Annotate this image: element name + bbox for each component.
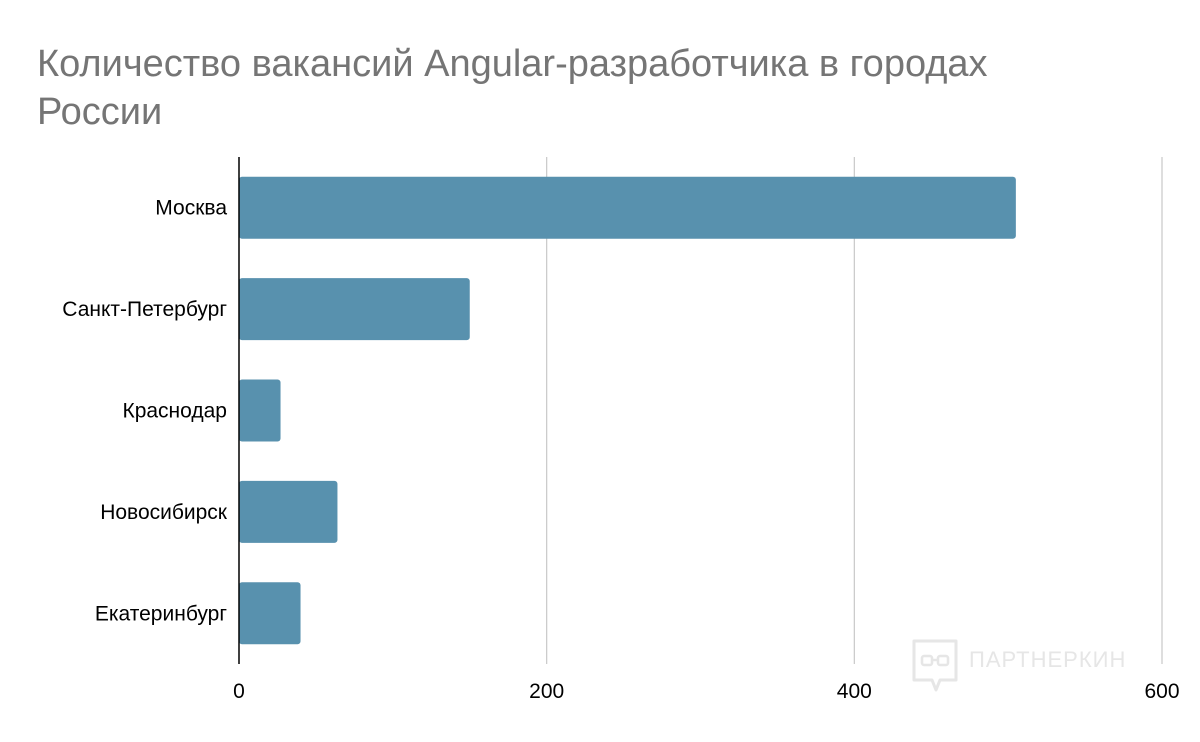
x-tick-label: 0 xyxy=(233,680,245,703)
bars xyxy=(239,176,1016,645)
bar xyxy=(239,278,470,341)
x-tick-label: 400 xyxy=(837,680,872,703)
x-tick-label: 600 xyxy=(1144,680,1179,703)
bar xyxy=(239,480,338,543)
chart-title: Количество вакансий Angular-разработчика… xyxy=(37,43,988,133)
watermark: ПАРТНЕРКИН xyxy=(912,639,1126,692)
bar xyxy=(239,176,1016,239)
bar xyxy=(239,582,301,645)
x-tick-label: 200 xyxy=(529,680,564,703)
x-tick-labels: 0 200 400 600 xyxy=(233,680,1179,703)
category-label: Краснодар xyxy=(122,400,227,423)
category-labels: Москва Санкт-Петербург Краснодар Новосибирс… xyxy=(62,197,228,626)
bar xyxy=(239,379,281,442)
category-label: Екатеринбург xyxy=(95,602,227,625)
chart-title-line-1: Количество вакансий Angular-разработчика… xyxy=(37,43,988,85)
chart-title-line-2: России xyxy=(37,91,162,133)
watermark-text: ПАРТНЕРКИН xyxy=(969,647,1126,672)
gridlines xyxy=(546,157,1163,664)
category-label: Москва xyxy=(155,197,227,220)
category-label: Санкт-Петербург xyxy=(62,298,227,321)
chat-bubble-logo-icon xyxy=(912,639,958,692)
category-label: Новосибирск xyxy=(100,501,228,524)
